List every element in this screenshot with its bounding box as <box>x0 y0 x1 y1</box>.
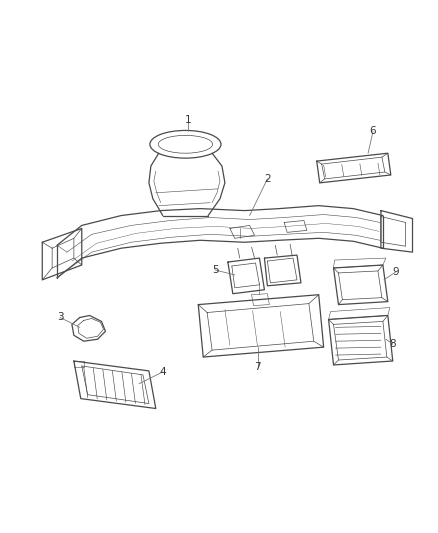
Text: 6: 6 <box>370 126 376 136</box>
Text: 1: 1 <box>185 115 192 125</box>
Text: 9: 9 <box>392 267 399 277</box>
Text: 2: 2 <box>264 174 271 184</box>
Text: 3: 3 <box>57 312 64 322</box>
Text: 4: 4 <box>159 367 166 377</box>
Text: 8: 8 <box>389 339 396 349</box>
Text: 5: 5 <box>212 265 219 275</box>
Text: 7: 7 <box>254 362 261 372</box>
